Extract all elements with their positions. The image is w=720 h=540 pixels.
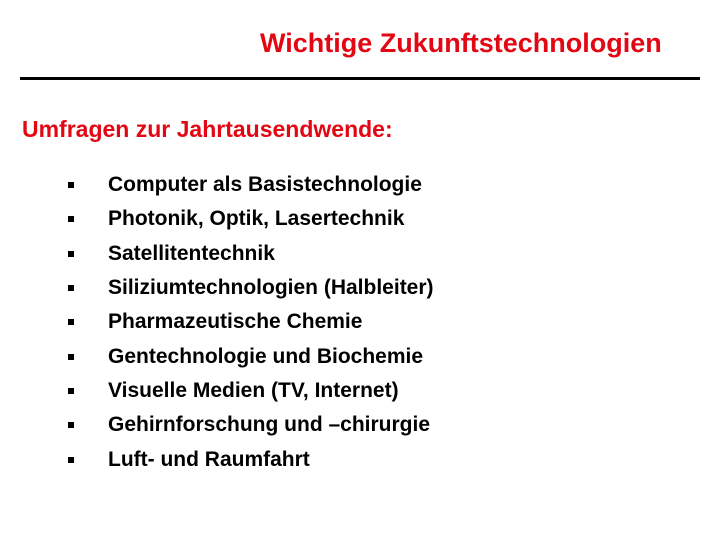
list-item-text: Satellitentechnik: [108, 240, 275, 268]
square-bullet-icon: [68, 388, 74, 394]
square-bullet-icon: [68, 182, 74, 188]
list-item-text: Gehirnforschung und –chirurgie: [108, 411, 430, 439]
list-item-text: Photonik, Optik, Lasertechnik: [108, 205, 404, 233]
square-bullet-icon: [68, 216, 74, 222]
square-bullet-icon: [68, 251, 74, 257]
list-item: Photonik, Optik, Lasertechnik: [68, 205, 700, 233]
list-item-text: Gentechnologie und Biochemie: [108, 343, 423, 371]
list-item: Computer als Basistechnologie: [68, 171, 700, 199]
list-item-text: Computer als Basistechnologie: [108, 171, 422, 199]
list-item: Satellitentechnik: [68, 240, 700, 268]
list-item-text: Visuelle Medien (TV, Internet): [108, 377, 399, 405]
list-item: Visuelle Medien (TV, Internet): [68, 377, 700, 405]
bullet-list: Computer als Basistechnologie Photonik, …: [20, 171, 700, 474]
list-item: Siliziumtechnologien (Halbleiter): [68, 274, 700, 302]
list-item: Gehirnforschung und –chirurgie: [68, 411, 700, 439]
square-bullet-icon: [68, 354, 74, 360]
horizontal-rule: [20, 77, 700, 80]
list-item-text: Siliziumtechnologien (Halbleiter): [108, 274, 434, 302]
list-item-text: Pharmazeutische Chemie: [108, 308, 362, 336]
list-item: Pharmazeutische Chemie: [68, 308, 700, 336]
list-item: Gentechnologie und Biochemie: [68, 343, 700, 371]
slide-subtitle: Umfragen zur Jahrtausendwende:: [20, 116, 700, 143]
square-bullet-icon: [68, 422, 74, 428]
list-item-text: Luft- und Raumfahrt: [108, 446, 310, 474]
list-item: Luft- und Raumfahrt: [68, 446, 700, 474]
square-bullet-icon: [68, 285, 74, 291]
slide-title: Wichtige Zukunftstechnologien: [20, 28, 700, 59]
square-bullet-icon: [68, 319, 74, 325]
slide: Wichtige Zukunftstechnologien Umfragen z…: [0, 0, 720, 540]
square-bullet-icon: [68, 457, 74, 463]
